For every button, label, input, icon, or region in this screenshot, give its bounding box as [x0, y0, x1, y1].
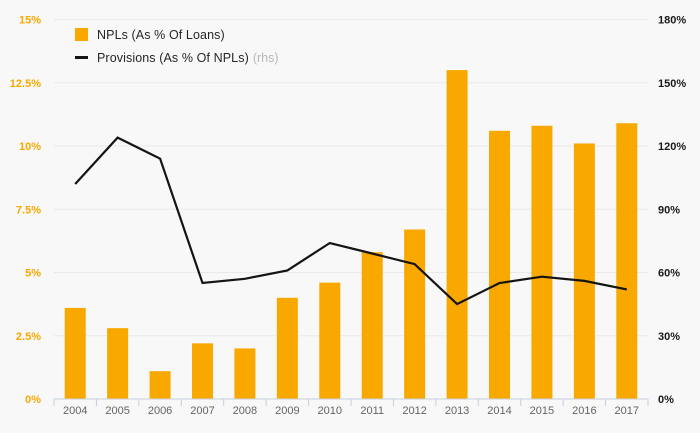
bar-2015: [531, 125, 553, 399]
legend-rhs-tag: (rhs): [252, 50, 279, 65]
bar-2011: [361, 252, 383, 399]
x-axis-label-2013: 2013: [445, 405, 469, 417]
x-axis-label-2010: 2010: [318, 405, 342, 417]
x-axis-label-2012: 2012: [402, 405, 426, 417]
left-axis-label-10%: 10%: [19, 141, 41, 153]
x-axis-label-2007: 2007: [190, 405, 214, 417]
bar-2016: [573, 143, 595, 399]
bar-2005: [107, 328, 129, 399]
bar-2014: [489, 130, 510, 399]
bar-2012: [404, 229, 426, 399]
left-axis-label-15%: 15%: [19, 15, 41, 27]
x-axis-label-2014: 2014: [487, 405, 511, 417]
bar-2004: [64, 307, 86, 399]
right-axis-label-60%: 60%: [658, 268, 680, 280]
bar-2010: [319, 282, 341, 399]
left-axis-label-5%: 5%: [25, 268, 41, 280]
right-axis-label-30%: 30%: [658, 331, 680, 343]
right-axis-label-90%: 90%: [658, 204, 680, 216]
provisions-line: [74, 136, 628, 306]
left-axis-label-2.5%: 2.5%: [16, 331, 41, 343]
x-axis-label-2008: 2008: [233, 405, 257, 417]
legend-item-npls: NPLs (As % Of Loans): [75, 26, 279, 43]
bar-2009: [276, 297, 298, 399]
bar-2017: [616, 123, 638, 399]
legend-label-provisions: Provisions (As % Of NPLs): [97, 50, 249, 65]
x-axis-label-2017: 2017: [615, 405, 639, 417]
x-axis-label-2009: 2009: [275, 405, 299, 417]
x-axis-label-2016: 2016: [572, 405, 596, 417]
bar-2013: [446, 70, 468, 399]
bar-2008: [234, 348, 256, 399]
legend-label-npls: NPLs (As % Of Loans): [97, 27, 225, 42]
x-axis-label-2011: 2011: [360, 405, 384, 417]
legend-item-provisions: Provisions (As % Of NPLs) (rhs): [75, 49, 279, 66]
left-axis-label-0%: 0%: [25, 394, 41, 406]
right-axis-label-0%: 0%: [658, 394, 674, 406]
x-axis-label-2006: 2006: [148, 405, 172, 417]
right-axis-label-180%: 180%: [658, 15, 686, 27]
x-axis-label-2015: 2015: [530, 405, 554, 417]
left-axis-label-12.5%: 12.5%: [10, 78, 41, 90]
npls-series-swatch-icon: [75, 28, 88, 41]
bar-2006: [149, 371, 171, 399]
bar-2007: [192, 343, 213, 399]
left-axis-label-7.5%: 7.5%: [16, 204, 41, 216]
chart-legend: NPLs (As % Of Loans) Provisions (As % Of…: [75, 26, 279, 66]
x-axis-label-2005: 2005: [105, 405, 129, 417]
right-axis-label-150%: 150%: [658, 78, 686, 90]
right-axis-label-120%: 120%: [658, 141, 686, 153]
provisions-series-swatch-icon: [75, 56, 88, 59]
x-axis-label-2004: 2004: [63, 405, 87, 417]
